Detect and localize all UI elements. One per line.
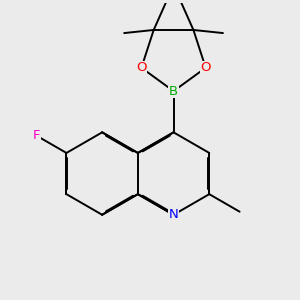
Text: F: F <box>32 129 40 142</box>
Text: N: N <box>169 208 178 221</box>
Text: B: B <box>169 85 178 98</box>
Text: O: O <box>136 61 147 74</box>
Text: O: O <box>200 61 211 74</box>
